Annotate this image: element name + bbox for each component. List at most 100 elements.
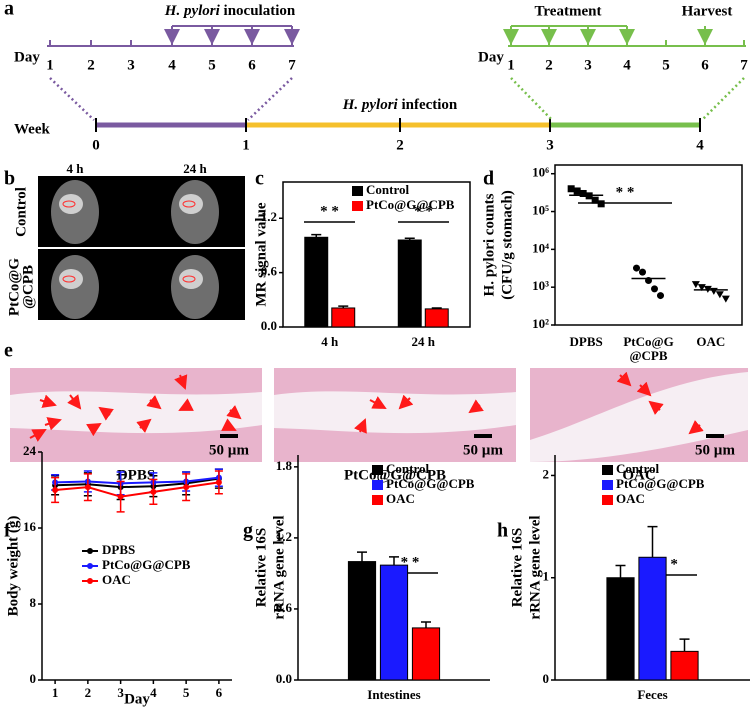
- x-tick-label: 2: [85, 685, 92, 700]
- bar: [411, 627, 441, 681]
- x-tick-label: @CPB: [629, 348, 667, 363]
- y-tick-label: 0.0: [276, 671, 292, 686]
- arrow: [178, 398, 194, 411]
- point: [591, 196, 599, 204]
- point: [721, 295, 730, 303]
- y-axis-title: rRNA gene level: [527, 515, 543, 619]
- arrow: [226, 405, 242, 420]
- y-tick-label: 24: [23, 443, 37, 458]
- point: [84, 484, 91, 491]
- mouse-stomach: [179, 269, 203, 289]
- point: [52, 487, 59, 493]
- error-bar: [421, 621, 431, 628]
- arrow: [353, 418, 367, 434]
- annotation: Harvest: [682, 3, 733, 19]
- point: [657, 292, 664, 300]
- legend-label: PtCo@G@CPB: [102, 557, 191, 572]
- arrow: [136, 418, 152, 433]
- panel-letter: e: [4, 340, 13, 362]
- legend-label: OAC: [102, 572, 131, 587]
- series-line: [55, 476, 220, 485]
- annotation: Treatment: [535, 3, 602, 19]
- day-label: 6: [701, 57, 709, 73]
- panel-letter: d: [483, 168, 494, 190]
- legend-marker: [87, 563, 93, 569]
- x-tick-label: OAC: [696, 334, 725, 349]
- x-tick-label: Feces: [637, 687, 667, 702]
- y-tick-label: 0.0: [261, 318, 277, 333]
- legend-swatch: [372, 495, 383, 505]
- mouse-stomach: [59, 194, 83, 214]
- day-label: 5: [208, 57, 216, 73]
- y-axis-title: Relative 16S: [253, 528, 269, 608]
- annotation: H. pylori infection: [342, 97, 458, 113]
- bar: [397, 239, 422, 328]
- error-bar: [431, 307, 442, 309]
- arrow: [369, 396, 387, 409]
- day-label: 7: [288, 57, 296, 73]
- column-label: 4 h: [67, 161, 85, 176]
- y-axis-title: Relative 16S: [509, 528, 525, 608]
- roi: [62, 200, 76, 208]
- point: [639, 268, 646, 276]
- legend-label: Control: [386, 461, 429, 476]
- y-axis-title: rRNA gene level: [271, 515, 287, 619]
- day-label: 3: [127, 57, 135, 73]
- panel-letter: h: [497, 520, 508, 542]
- caption: DPBS: [117, 467, 155, 483]
- panel-letter: c: [255, 168, 264, 190]
- legend-label: PtCo@G@CPB: [386, 476, 475, 491]
- error-bar: [357, 551, 367, 562]
- week-label: 3: [546, 137, 554, 153]
- dotted-guide: [701, 77, 745, 121]
- x-tick-label: Intestines: [367, 687, 420, 702]
- legend-marker: [87, 578, 93, 584]
- x-tick-label: 1: [52, 685, 59, 700]
- error-bar: [311, 233, 322, 238]
- point: [183, 484, 190, 491]
- plot-frame: [554, 164, 743, 326]
- row-label: @CPB: [20, 265, 36, 309]
- error-bar: [338, 305, 349, 308]
- scale-label: 50 µm: [463, 442, 503, 458]
- axis-label: Day: [14, 49, 40, 65]
- y-tick-label: 1.8: [276, 458, 293, 473]
- point: [651, 285, 658, 293]
- legend-label: Control: [616, 461, 659, 476]
- arrow: [146, 395, 162, 410]
- legend-label: OAC: [386, 491, 415, 506]
- row-label: PtCo@G: [6, 258, 22, 316]
- caption: OAC: [622, 467, 655, 483]
- scale-label: 50 µm: [209, 442, 249, 458]
- plot-frame: [282, 181, 471, 328]
- arrow: [39, 394, 57, 408]
- legend-marker: [87, 548, 93, 554]
- day-label: 6: [248, 57, 256, 73]
- roi: [62, 275, 76, 283]
- dotted-guide: [49, 77, 95, 121]
- error-bar: [615, 564, 626, 578]
- point: [697, 284, 706, 292]
- annotation: H. pylori inoculation: [164, 3, 296, 19]
- point: [691, 281, 700, 289]
- panel-letter: a: [4, 0, 14, 20]
- error-bar: [679, 638, 690, 652]
- point: [567, 185, 575, 193]
- bar: [379, 564, 409, 681]
- point: [215, 479, 222, 486]
- y-tick-label: 16: [23, 519, 37, 534]
- y-axis-title: H. pylori counts: [481, 193, 497, 296]
- arrow: [67, 394, 82, 410]
- arrow: [98, 406, 114, 421]
- axis-label: Week: [14, 121, 50, 137]
- day-label: 4: [623, 57, 631, 73]
- arrow: [221, 418, 237, 431]
- x-tick-label: DPBS: [570, 334, 603, 349]
- tissue-gap: [10, 391, 262, 434]
- bar: [606, 577, 635, 681]
- x-tick-label: 4: [150, 685, 157, 700]
- arrow: [468, 399, 484, 414]
- dotted-guide: [247, 77, 293, 121]
- annotation-italic: H. pylori: [342, 97, 399, 113]
- legend-swatch: [602, 465, 613, 475]
